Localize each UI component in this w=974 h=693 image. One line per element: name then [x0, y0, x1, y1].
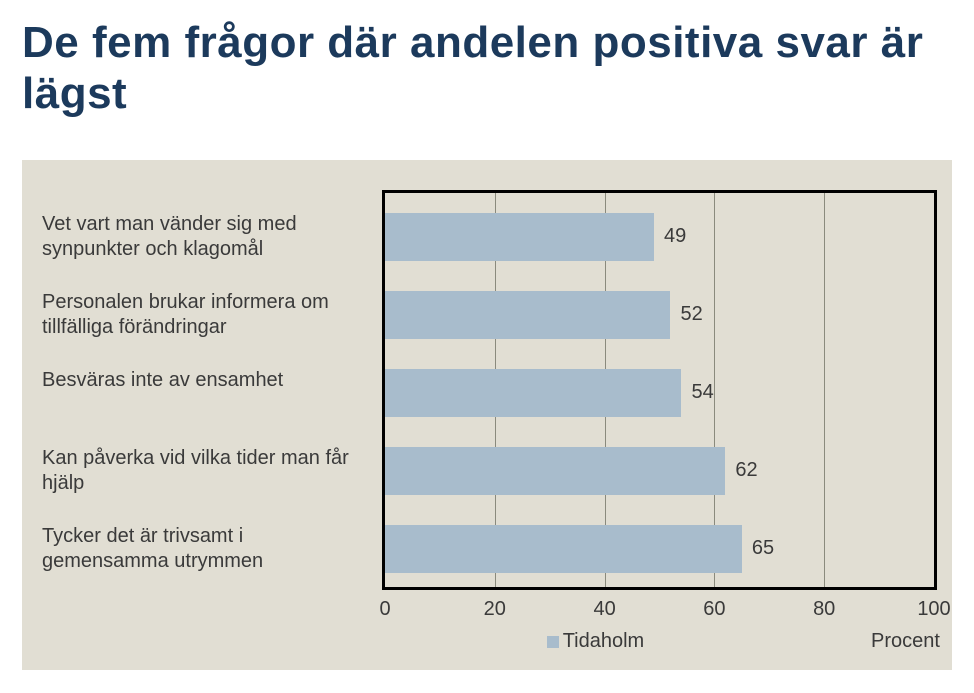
category-label: Vet vart man vänder sig med synpunkter o… [42, 212, 372, 262]
page-title: De fem frågor där andelen positiva svar … [0, 0, 974, 129]
category-label: Kan påverka vid vilka tider man får hjäl… [42, 446, 372, 496]
bar [385, 369, 681, 417]
bar-value-label: 49 [664, 225, 686, 248]
bar-value-label: 52 [680, 303, 702, 326]
legend-swatch [547, 636, 559, 648]
category-label: Besväras inte av ensamhet [42, 368, 372, 393]
category-label: Tycker det är trivsamt i gemensamma utry… [42, 524, 372, 574]
chart-panel: 49 52 54 62 65 Vet vart man vänder sig med s… [22, 160, 952, 670]
bar-value-label: 54 [691, 381, 713, 404]
bar-value-label: 62 [735, 459, 757, 482]
bar [385, 291, 670, 339]
category-label: Personalen brukar informera om tillfälli… [42, 290, 372, 340]
x-tick-label: 80 [813, 598, 835, 621]
x-axis-title: Procent [871, 630, 940, 653]
bar [385, 525, 742, 573]
x-tick-label: 100 [917, 598, 950, 621]
x-tick-label: 60 [703, 598, 725, 621]
legend-label: Tidaholm [563, 630, 645, 652]
bar [385, 213, 654, 261]
x-tick-label: 0 [379, 598, 390, 621]
bar-value-label: 65 [752, 537, 774, 560]
plot-area: 49 52 54 62 65 [382, 190, 937, 590]
legend: Tidaholm [547, 630, 645, 653]
gridline [824, 193, 825, 587]
x-tick-label: 40 [593, 598, 615, 621]
x-tick-label: 20 [484, 598, 506, 621]
bar [385, 447, 725, 495]
